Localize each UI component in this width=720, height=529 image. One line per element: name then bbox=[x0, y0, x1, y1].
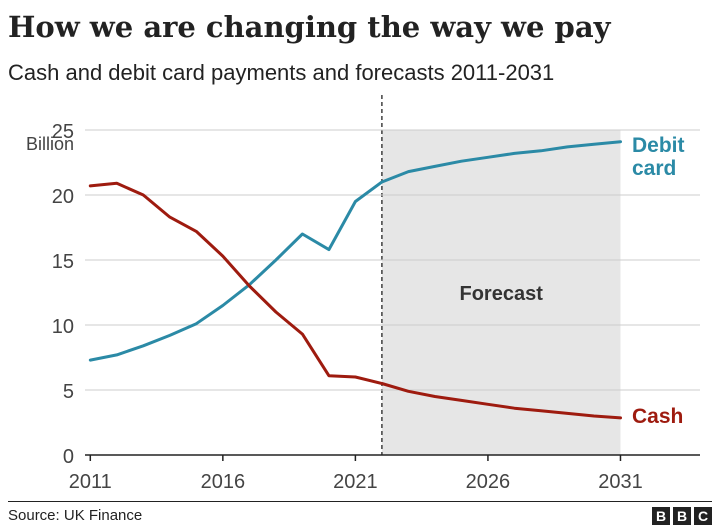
bbc-logo-letter: C bbox=[694, 507, 712, 525]
chart-title: How we are changing the way we pay bbox=[8, 10, 611, 44]
footer-divider bbox=[8, 501, 712, 502]
bbc-logo: B B C bbox=[652, 507, 712, 525]
x-tick-label: 2011 bbox=[69, 471, 112, 493]
bbc-logo-letter: B bbox=[652, 507, 670, 525]
debit-card-label-line2: card bbox=[632, 157, 676, 180]
cash-series-line bbox=[88, 181, 622, 420]
y-axis-label: Billion bbox=[26, 134, 74, 154]
y-tick-label: 20 bbox=[52, 186, 74, 208]
y-tick-label: 0 bbox=[63, 446, 74, 468]
debit-card-label-line1: Debit bbox=[632, 134, 685, 157]
y-tick-label: 25 bbox=[52, 121, 74, 143]
source-note: Source: UK Finance bbox=[8, 507, 143, 524]
x-tick-label: 2031 bbox=[598, 471, 643, 493]
y-tick-label: 10 bbox=[52, 316, 74, 338]
forecast-region bbox=[381, 130, 621, 455]
x-tick-label: 2026 bbox=[466, 471, 511, 493]
x-tick-label: 2021 bbox=[333, 471, 378, 493]
chart-subtitle: Cash and debit card payments and forecas… bbox=[8, 60, 555, 85]
debit-card-series-line bbox=[88, 140, 622, 362]
cash-label: Cash bbox=[632, 405, 683, 428]
x-tick-label: 2016 bbox=[201, 471, 246, 493]
forecast-label: Forecast bbox=[459, 283, 543, 305]
bbc-logo-letter: B bbox=[673, 507, 691, 525]
y-tick-label: 15 bbox=[52, 251, 74, 273]
y-tick-label: 5 bbox=[63, 381, 74, 403]
